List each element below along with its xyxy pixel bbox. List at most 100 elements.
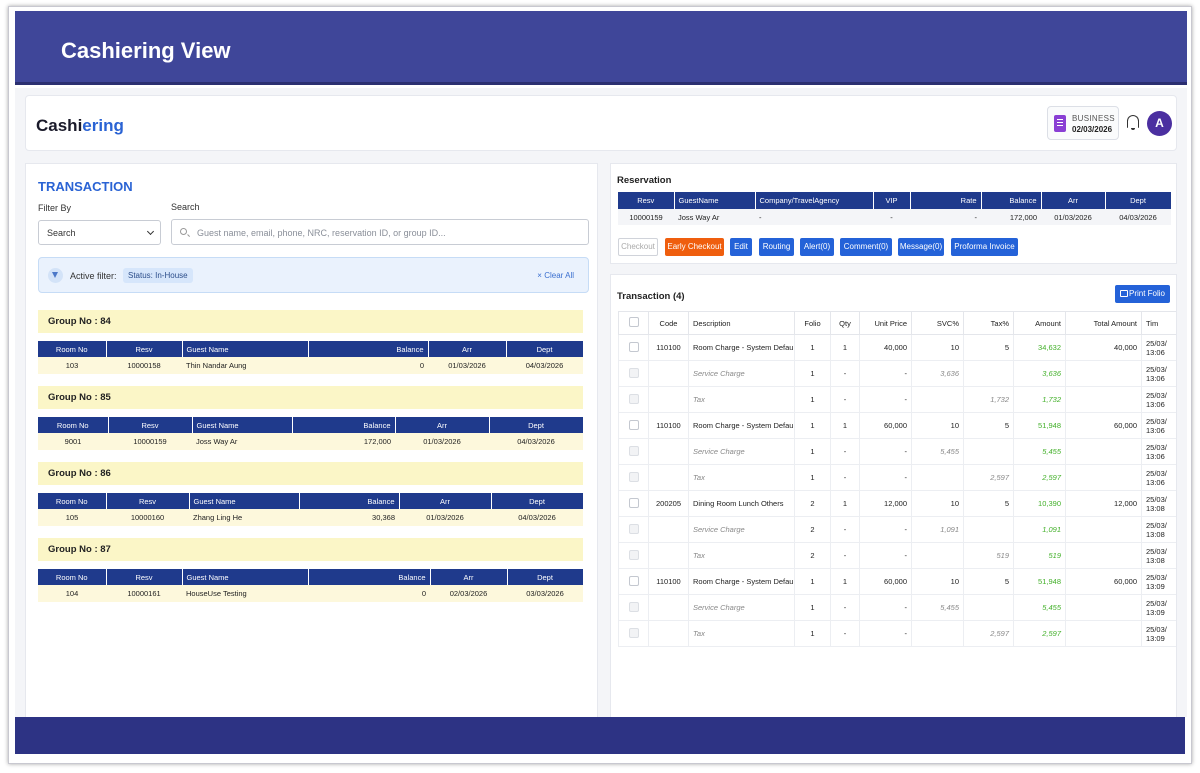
group-header: Group No : 86 <box>38 462 583 485</box>
row-checkbox[interactable] <box>618 386 649 413</box>
alert-button[interactable]: Alert(0) <box>800 238 834 256</box>
row-checkbox[interactable] <box>618 360 649 387</box>
table-row[interactable]: 104 10000161 HouseUse Testing 0 02/03/20… <box>38 585 583 602</box>
col-resv[interactable]: Resv <box>106 341 183 357</box>
row-checkbox[interactable] <box>618 412 649 439</box>
col-room-no[interactable]: Room No <box>38 341 107 357</box>
col-arr[interactable]: Arr <box>1041 192 1106 209</box>
cell-amount: 1,732 <box>1013 386 1066 413</box>
table-row[interactable]: 110100 Room Charge - System Default 1 1 40,0… <box>618 334 1176 361</box>
table-row[interactable]: 9001 10000159 Joss Way Ar 172,000 01/03/… <box>38 433 583 450</box>
row-checkbox[interactable] <box>618 594 649 621</box>
cell-description: Room Charge - System Default <box>688 334 795 361</box>
col-arr[interactable]: Arr <box>395 417 490 433</box>
col-room-no[interactable]: Room No <box>38 417 109 433</box>
col-guest-name[interactable]: Guest Name <box>192 417 293 433</box>
col-arr[interactable]: Arr <box>428 341 507 357</box>
col-dept[interactable]: Dept <box>1105 192 1172 209</box>
time-clock: 13:06 <box>1146 451 1165 461</box>
status-chip[interactable]: Status: In-House <box>123 268 193 283</box>
avatar[interactable]: A <box>1147 111 1172 136</box>
col-svc[interactable]: SVC% <box>911 311 964 335</box>
table-row[interactable]: Tax 2- -519 519 25/03/13:08 <box>618 542 1176 569</box>
checkbox-box <box>628 419 639 430</box>
col-description[interactable]: Description <box>688 311 795 335</box>
proforma-invoice-button[interactable]: Proforma Invoice <box>951 238 1018 256</box>
bell-icon[interactable] <box>1127 115 1139 130</box>
col-balance[interactable]: Balance <box>292 417 396 433</box>
table-row[interactable]: Service Charge 1- -3,636 3,636 25/03/13:06 <box>618 360 1176 387</box>
col-dept[interactable]: Dept <box>491 493 584 509</box>
early-checkout-button[interactable]: Early Checkout <box>665 238 724 256</box>
table-row[interactable]: 200205 Dining Room Lunch Others 2 1 12,000 10… <box>618 490 1176 517</box>
col-guestname[interactable]: GuestName <box>674 192 756 209</box>
col-guest-name[interactable]: Guest Name <box>189 493 300 509</box>
col-resv[interactable]: Resv <box>106 569 183 585</box>
col-rate[interactable]: Rate <box>910 192 982 209</box>
col-code[interactable]: Code <box>648 311 689 335</box>
print-folio-button[interactable]: Print Folio <box>1115 285 1170 303</box>
col-dept[interactable]: Dept <box>489 417 584 433</box>
col-arr[interactable]: Arr <box>399 493 492 509</box>
cell-time: 25/03/13:06 <box>1141 412 1176 439</box>
col-dept[interactable]: Dept <box>507 569 584 585</box>
row-checkbox[interactable] <box>618 490 649 517</box>
row-checkbox[interactable] <box>618 568 649 595</box>
checkout-button[interactable]: Checkout <box>618 238 658 256</box>
col-dept[interactable]: Dept <box>506 341 584 357</box>
col-amount[interactable]: Amount <box>1013 311 1066 335</box>
col-balance[interactable]: Balance <box>299 493 400 509</box>
col-tax[interactable]: Tax% <box>963 311 1014 335</box>
edit-button[interactable]: Edit <box>730 238 752 256</box>
table-row[interactable]: 103 10000158 Thin Nandar Aung 0 01/03/20… <box>38 357 583 374</box>
col-folio[interactable]: Folio <box>794 311 831 335</box>
row-checkbox[interactable] <box>618 438 649 465</box>
cell-amount: 34,632 <box>1013 334 1066 361</box>
cell-unit-price: - <box>859 464 912 491</box>
col-company[interactable]: Company/TravelAgency <box>755 192 874 209</box>
row-checkbox[interactable] <box>618 464 649 491</box>
table-row[interactable]: 105 10000160 Zhang Ling He 30,368 01/03/… <box>38 509 583 526</box>
filter-by-select[interactable]: Search <box>38 220 161 245</box>
table-row[interactable]: Tax 1- -1,732 1,732 25/03/13:06 <box>618 386 1176 413</box>
business-date-widget[interactable]: BUSINESS 02/03/2026 <box>1047 106 1119 140</box>
row-checkbox[interactable] <box>618 516 649 543</box>
table-row[interactable]: 10000159 Joss Way Ar - - - 172,000 01/03… <box>618 209 1171 225</box>
message-button[interactable]: Message(0) <box>898 238 944 256</box>
cell-qty: - <box>830 542 860 569</box>
col-balance[interactable]: Balance <box>308 569 431 585</box>
clear-all-button[interactable]: × Clear All <box>537 271 574 280</box>
col-resv[interactable]: Resv <box>106 493 190 509</box>
col-balance[interactable]: Balance <box>981 192 1042 209</box>
row-checkbox[interactable] <box>618 620 649 647</box>
col-balance[interactable]: Balance <box>308 341 429 357</box>
col-room-no[interactable]: Room No <box>38 493 107 509</box>
col-resv[interactable]: Resv <box>108 417 193 433</box>
comment-button[interactable]: Comment(0) <box>840 238 892 256</box>
col-room-no[interactable]: Room No <box>38 569 107 585</box>
col-guest-name[interactable]: Guest Name <box>182 569 309 585</box>
col-resv[interactable]: Resv <box>618 192 675 209</box>
col-qty[interactable]: Qty <box>830 311 860 335</box>
cell-description: Service Charge <box>688 516 795 543</box>
row-checkbox[interactable] <box>618 542 649 569</box>
col-unit-price[interactable]: Unit Price <box>859 311 912 335</box>
col-total-amount[interactable]: Total Amount <box>1065 311 1142 335</box>
table-row[interactable]: Service Charge 1- -5,455 5,455 25/03/13:06 <box>618 438 1176 465</box>
search-input[interactable]: Guest name, email, phone, NRC, reservati… <box>171 219 589 245</box>
col-guest-name[interactable]: Guest Name <box>182 341 309 357</box>
col-time[interactable]: Tim <box>1141 311 1176 335</box>
table-row[interactable]: 110100 Room Charge - System Default 1 1 60,0… <box>618 568 1176 595</box>
col-arr[interactable]: Arr <box>430 569 508 585</box>
col-vip[interactable]: VIP <box>873 192 911 209</box>
table-row[interactable]: Tax 1- -2,597 2,597 25/03/13:06 <box>618 464 1176 491</box>
table-row[interactable]: 110100 Room Charge - System Default 1 1 60,0… <box>618 412 1176 439</box>
table-row[interactable]: Tax 1- -2,597 2,597 25/03/13:09 <box>618 620 1176 647</box>
routing-button[interactable]: Routing <box>759 238 794 256</box>
checkbox-box <box>628 627 639 638</box>
table-row[interactable]: Service Charge 2- -1,091 1,091 25/03/13:08 <box>618 516 1176 543</box>
select-all-checkbox[interactable] <box>618 311 649 335</box>
row-checkbox[interactable] <box>618 334 649 361</box>
table-row[interactable]: Service Charge 1- -5,455 5,455 25/03/13:09 <box>618 594 1176 621</box>
brand-logo[interactable]: Cashiering <box>36 116 124 136</box>
